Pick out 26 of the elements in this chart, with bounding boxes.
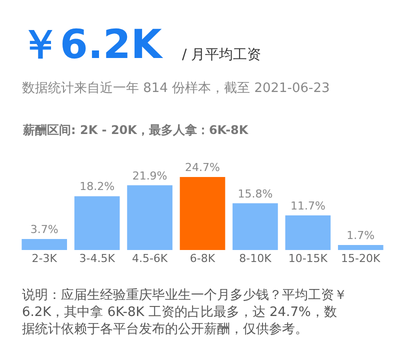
- x-tick-label: 3-4.5K: [79, 252, 116, 265]
- x-tick-label: 4.5-6K: [132, 252, 168, 265]
- data-label: 24.7%: [185, 161, 220, 174]
- data-label: 18.2%: [80, 180, 115, 194]
- bar: [74, 196, 120, 250]
- chart-subtitle: / 月平均工资: [182, 47, 262, 63]
- data-label: 11.7%: [290, 199, 326, 212]
- x-tick-label: 15-20K: [341, 252, 382, 265]
- data-label: 1.7%: [346, 228, 375, 242]
- data-label: 3.7%: [30, 223, 58, 236]
- x-tick-label: 6-8K: [190, 252, 216, 265]
- bar: [127, 185, 172, 250]
- data-label: 15.8%: [238, 187, 273, 200]
- text: 数据统计来自近一年 814 份样本，截至 2021-06-23: [22, 81, 330, 96]
- data-label: 21.9%: [132, 169, 168, 182]
- bar: [338, 244, 384, 250]
- x-tick-label: 2-3K: [32, 252, 58, 265]
- x-tick-label: 8-10K: [239, 252, 272, 265]
- x-tick-label: 10-15K: [288, 252, 328, 265]
- chart-title: ￥6.2K: [20, 22, 164, 68]
- bar: [180, 177, 226, 250]
- text: 说明：应届生经验重庆毕业生一个月多少钱？平均工资￥6.2K，其中拿 6K-8K 工资的占比最多，达 24.7%，数据统计依赖于各平台发布的公开薪酬，仅供参考。: [22, 287, 347, 337]
- bar: [22, 239, 68, 250]
- bar: [232, 203, 278, 250]
- text: 薪酬区间: 2K - 20K，最多人拿：6K-8K: [22, 123, 249, 137]
- bar: [285, 215, 331, 250]
